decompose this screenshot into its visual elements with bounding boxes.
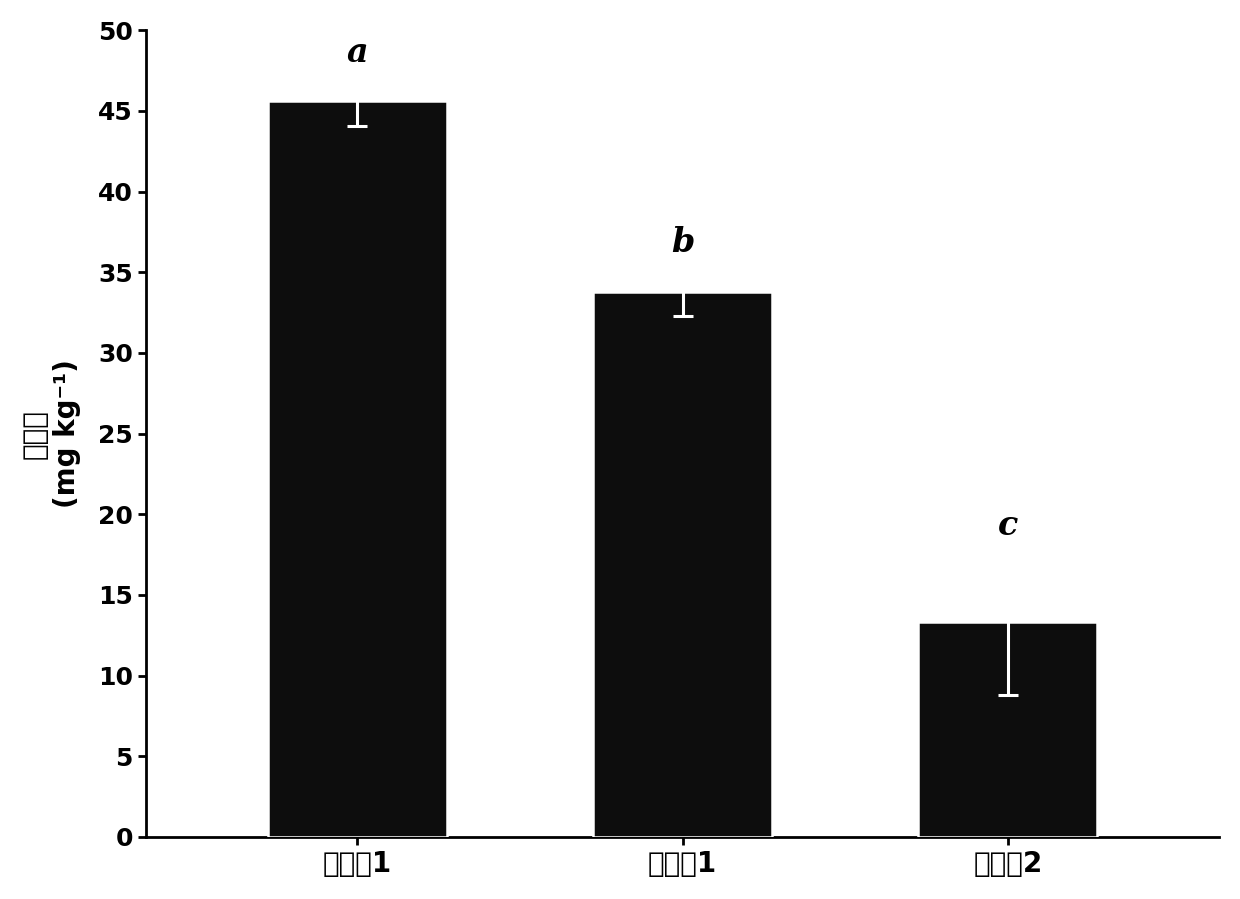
Bar bbox=[919, 622, 1097, 837]
Text: b: b bbox=[671, 227, 694, 260]
Bar bbox=[593, 291, 773, 837]
Bar bbox=[268, 102, 446, 837]
Text: c: c bbox=[998, 509, 1018, 542]
Text: a: a bbox=[347, 36, 368, 69]
Y-axis label: 确含量
(mg kg⁻¹): 确含量 (mg kg⁻¹) bbox=[21, 360, 82, 508]
